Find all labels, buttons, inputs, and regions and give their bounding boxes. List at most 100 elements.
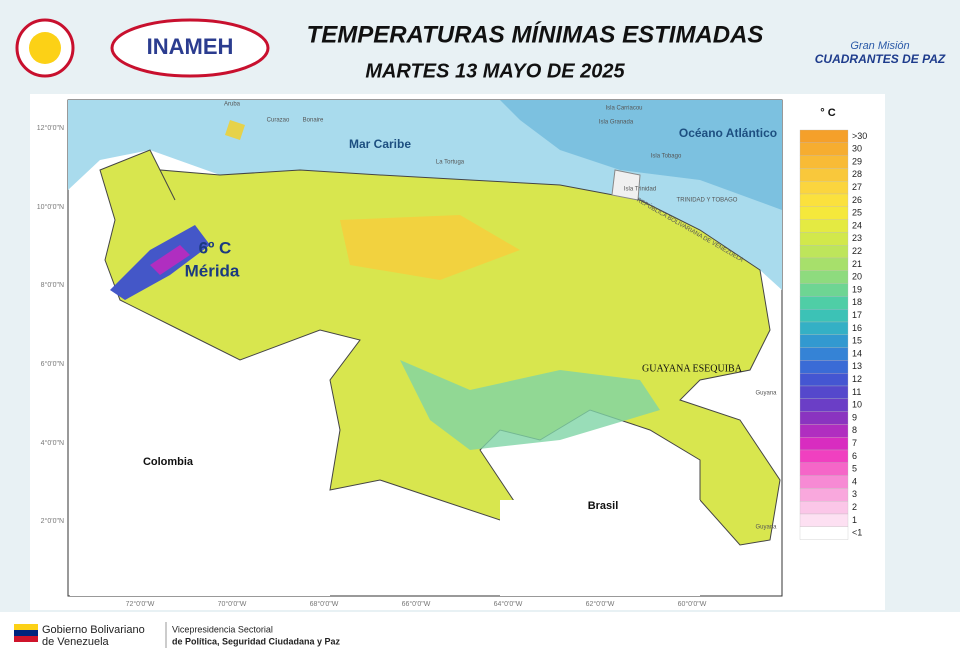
- lon-tick: 72°0'0"W: [126, 600, 155, 608]
- legend-swatch: [799, 347, 849, 361]
- legend-swatch: [799, 155, 849, 169]
- legend-unit: ° C: [820, 107, 835, 119]
- legend-label: 1: [852, 515, 857, 525]
- island-label: Isla Trinidad: [624, 187, 656, 193]
- inameh-text: INAMEH: [147, 34, 234, 59]
- legend-swatch: [799, 424, 849, 438]
- legend-label: 23: [852, 233, 862, 243]
- legend-swatch: [799, 513, 849, 527]
- island-label: Bonaire: [303, 118, 324, 124]
- lat-tick: 8°0'0"N: [41, 281, 64, 289]
- legend-label: 14: [852, 348, 862, 358]
- colombia-label: Colombia: [143, 456, 194, 468]
- legend-swatch: [799, 398, 849, 412]
- ocean-label: Océano Atlántico: [679, 126, 777, 140]
- gov-bottom: de Venezuela: [42, 636, 110, 648]
- legend-label: 6: [852, 451, 857, 461]
- title: TEMPERATURAS MÍNIMAS ESTIMADAS: [307, 20, 764, 48]
- island-label: Isla Carriacou: [605, 106, 642, 112]
- legend-label: 24: [852, 220, 862, 230]
- legend-label: 17: [852, 310, 862, 320]
- legend-swatch: [799, 360, 849, 374]
- shield-center: [29, 32, 61, 64]
- island-label: Isla Granada: [599, 120, 634, 126]
- legend-swatch: [799, 373, 849, 387]
- vp-bottom: de Política, Seguridad Ciudadana y Paz: [172, 636, 341, 646]
- lon-tick: 60°0'0"W: [678, 600, 707, 608]
- legend-swatch: [799, 296, 849, 310]
- legend-label: 11: [852, 387, 861, 397]
- lon-tick: 68°0'0"W: [310, 600, 339, 608]
- gm-top: Gran Misión: [850, 40, 909, 52]
- venezuela: [99, 149, 781, 546]
- legend-swatch: [799, 193, 849, 207]
- legend-label: <1: [852, 528, 862, 538]
- gm-bottom: CUADRANTES DE PAZ: [815, 52, 946, 66]
- legend-label: 19: [852, 284, 862, 294]
- flag-red: [14, 636, 38, 642]
- legend-swatch: [799, 309, 849, 323]
- subtitle: MARTES 13 MAYO DE 2025: [365, 60, 625, 82]
- legend-label: 20: [852, 272, 862, 282]
- legend-swatch: [799, 321, 849, 335]
- legend-swatch: [799, 437, 849, 451]
- lat-tick: 10°0'0"N: [37, 203, 64, 211]
- lat-tick: 6°0'0"N: [41, 360, 64, 368]
- legend-swatch: [799, 219, 849, 233]
- legend-swatch: [799, 488, 849, 502]
- island-label: Aruba: [224, 102, 241, 108]
- guyana-label: Guyana: [755, 525, 777, 531]
- merida-value: 6º C: [199, 238, 232, 257]
- esequiba-label: GUAYANA ESEQUIBA: [642, 363, 743, 374]
- legend-swatch: [799, 526, 849, 540]
- island-label: Curazao: [267, 118, 290, 124]
- brasil-label: Brasil: [588, 500, 619, 512]
- deep-sea: [500, 100, 782, 210]
- guyana-label: Guyana: [755, 391, 777, 397]
- legend-swatch: [799, 168, 849, 182]
- flag-blue: [14, 630, 38, 636]
- flag-yellow: [14, 624, 38, 630]
- gov-top: Gobierno Bolivariano: [42, 624, 145, 636]
- legend-label: 12: [852, 374, 862, 384]
- tt-label: TRINIDAD Y TOBAGO: [677, 198, 738, 204]
- sea-label: Mar Caribe: [349, 137, 411, 151]
- legend-swatch: [799, 270, 849, 284]
- footer: [0, 612, 960, 666]
- lon-tick: 70°0'0"W: [218, 600, 247, 608]
- lon-tick: 62°0'0"W: [586, 600, 615, 608]
- neighbours: [70, 500, 700, 596]
- legend-swatch: [799, 475, 849, 489]
- lat-tick: 12°0'0"N: [37, 124, 64, 132]
- legend-label: 21: [852, 259, 862, 269]
- legend-swatch: [799, 142, 849, 156]
- legend-label: 22: [852, 246, 862, 256]
- legend-swatch: [799, 129, 849, 143]
- legend-label: 4: [852, 476, 857, 486]
- legend-label: 30: [852, 144, 862, 154]
- vp-top: Vicepresidencia Sectorial: [172, 624, 273, 634]
- legend-swatch: [799, 462, 849, 476]
- legend-swatch: [799, 245, 849, 259]
- legend-label: 28: [852, 169, 862, 179]
- legend-label: 18: [852, 297, 862, 307]
- legend-label: 15: [852, 336, 862, 346]
- island-label: Isla Tobago: [651, 154, 682, 160]
- legend-label: 27: [852, 182, 862, 192]
- legend-label: 7: [852, 438, 857, 448]
- legend-label: 25: [852, 208, 862, 218]
- legend-label: >30: [852, 131, 867, 141]
- legend-swatch: [799, 334, 849, 348]
- legend-swatch: [799, 257, 849, 271]
- legend-swatch: [799, 283, 849, 297]
- guayana-cool: [400, 360, 660, 450]
- legend-swatch: [799, 232, 849, 246]
- lon-tick: 64°0'0"W: [494, 600, 523, 608]
- paraguana: [225, 120, 245, 140]
- legend-swatch: [799, 385, 849, 399]
- merida-place: Mérida: [185, 261, 240, 280]
- legend-label: 10: [852, 400, 862, 410]
